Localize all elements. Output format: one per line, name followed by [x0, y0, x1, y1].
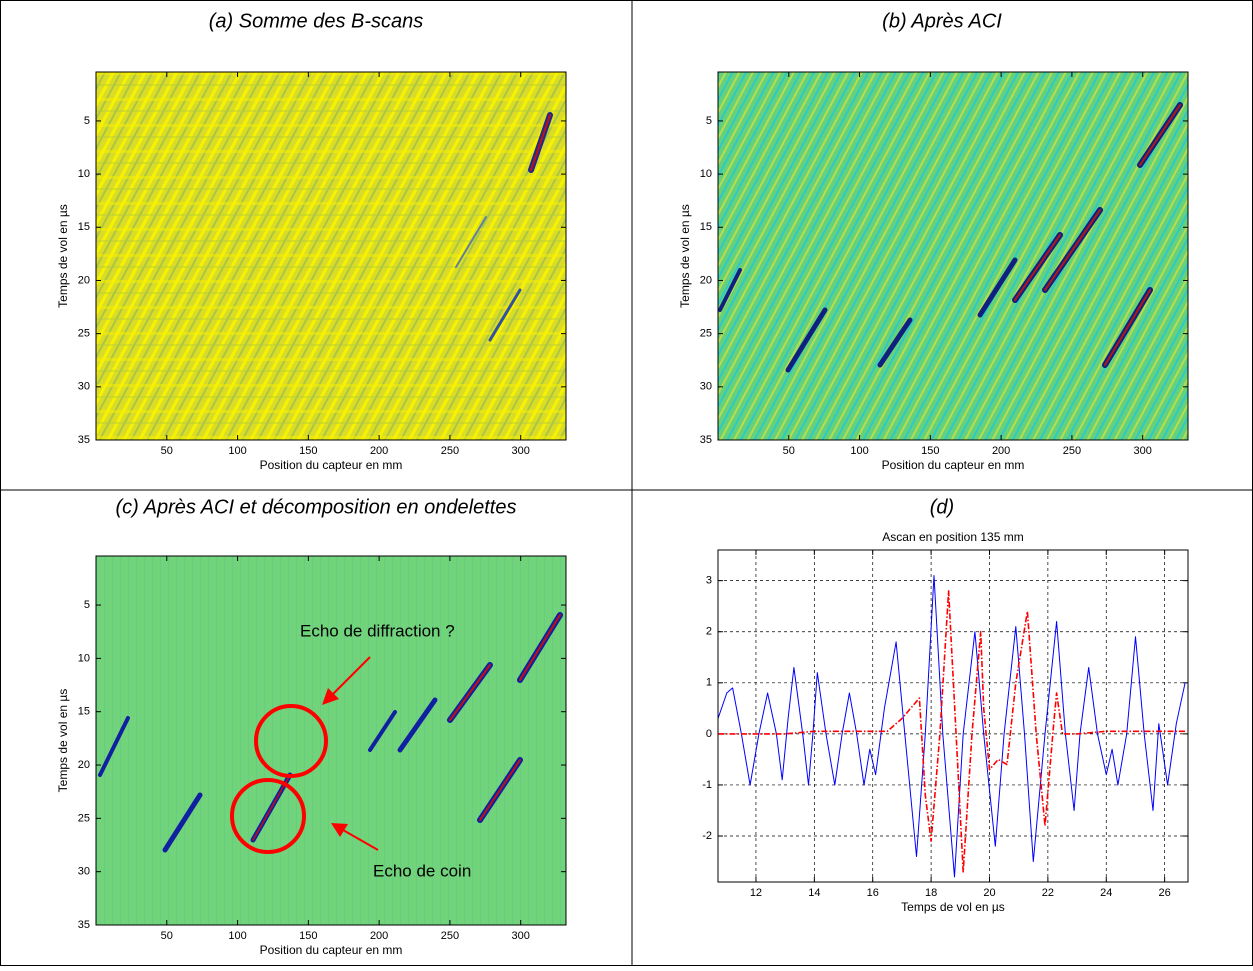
axes-box: [95, 555, 567, 926]
y-tick-label: 30: [78, 866, 90, 878]
y-axis-label: Temps de vol en µs: [56, 204, 70, 308]
annotation: Echo de diffraction ?: [300, 621, 455, 640]
x-tick-label: 300: [1134, 445, 1152, 457]
y-tick-label: 25: [78, 812, 90, 824]
x-tick-label: 250: [441, 930, 459, 942]
axes-box: [95, 71, 567, 441]
x-tick-label: 150: [299, 445, 317, 457]
y-tick-label: 3: [706, 575, 712, 587]
x-tick-label: 18: [925, 887, 937, 899]
data-line: [718, 590, 1186, 873]
axes-box: [717, 549, 1189, 883]
x-tick-label: 20: [983, 887, 995, 899]
y-tick-label: 2: [706, 626, 712, 638]
axes-box: [717, 71, 1189, 441]
x-tick-label: 200: [992, 445, 1010, 457]
x-tick-label: 14: [808, 887, 820, 899]
x-tick-label: 16: [867, 887, 879, 899]
x-tick-label: 100: [850, 445, 868, 457]
x-tick-label: 50: [783, 445, 795, 457]
y-tick-label: 10: [700, 168, 712, 180]
bscan-image: [96, 556, 566, 925]
annotation: Echo de coin: [373, 861, 471, 880]
x-tick-label: 50: [161, 445, 173, 457]
y-tick-label: 25: [700, 328, 712, 340]
x-tick-label: 50: [161, 930, 173, 942]
y-tick-label: 15: [78, 221, 90, 233]
y-tick-label: 20: [78, 759, 90, 771]
x-tick-label: 22: [1042, 887, 1054, 899]
x-tick-label: 300: [512, 445, 530, 457]
x-tick-label: 250: [441, 445, 459, 457]
x-axis-label: Position du capteur en mm: [882, 458, 1025, 472]
y-tick-label: 5: [84, 599, 90, 611]
y-tick-label: 20: [78, 274, 90, 286]
y-tick-label: 5: [706, 115, 712, 127]
annotation-shapes: [230, 656, 379, 854]
x-tick-label: 12: [750, 887, 762, 899]
x-tick-label: 24: [1100, 887, 1112, 899]
y-tick-label: 15: [78, 706, 90, 718]
y-tick-label: 35: [78, 434, 90, 446]
y-tick-label: 10: [78, 168, 90, 180]
x-tick-label: 100: [228, 930, 246, 942]
x-tick-label: 26: [1159, 887, 1171, 899]
data-line: [717, 575, 1186, 878]
x-tick-label: 200: [370, 445, 388, 457]
y-tick-label: 35: [700, 434, 712, 446]
y-tick-label: 30: [700, 381, 712, 393]
x-tick-label: 100: [228, 445, 246, 457]
bscan-image: [718, 72, 1188, 440]
panel-caption: (a) Somme des B-scans: [209, 10, 424, 32]
x-axis-label: Position du capteur en mm: [260, 943, 403, 957]
panel-caption: (c) Après ACI et décomposition en ondele…: [116, 496, 517, 518]
x-tick-label: 300: [512, 930, 530, 942]
y-axis-label: Temps de vol en µs: [56, 689, 70, 793]
chart-title: Ascan en position 135 mm: [882, 530, 1023, 544]
y-tick-label: 25: [78, 328, 90, 340]
x-axis-label: Temps de vol en µs: [901, 900, 1005, 914]
x-tick-label: 150: [299, 930, 317, 942]
y-tick-label: 30: [78, 381, 90, 393]
y-tick-label: 35: [78, 919, 90, 931]
y-tick-label: -1: [702, 779, 712, 791]
bscan-image: [96, 72, 566, 440]
x-tick-label: 250: [1063, 445, 1081, 457]
panel-caption: (b) Après ACI: [882, 10, 1002, 32]
y-tick-label: -2: [702, 830, 712, 842]
y-tick-label: 15: [700, 221, 712, 233]
y-tick-label: 5: [84, 115, 90, 127]
panel-caption: (d): [930, 496, 954, 518]
y-tick-label: 10: [78, 652, 90, 664]
y-tick-label: 0: [706, 728, 712, 740]
y-axis-label: Temps de vol en µs: [678, 204, 692, 308]
x-tick-label: 200: [370, 930, 388, 942]
y-tick-label: 1: [706, 677, 712, 689]
x-tick-label: 150: [921, 445, 939, 457]
x-axis-label: Position du capteur en mm: [260, 458, 403, 472]
y-tick-label: 20: [700, 274, 712, 286]
